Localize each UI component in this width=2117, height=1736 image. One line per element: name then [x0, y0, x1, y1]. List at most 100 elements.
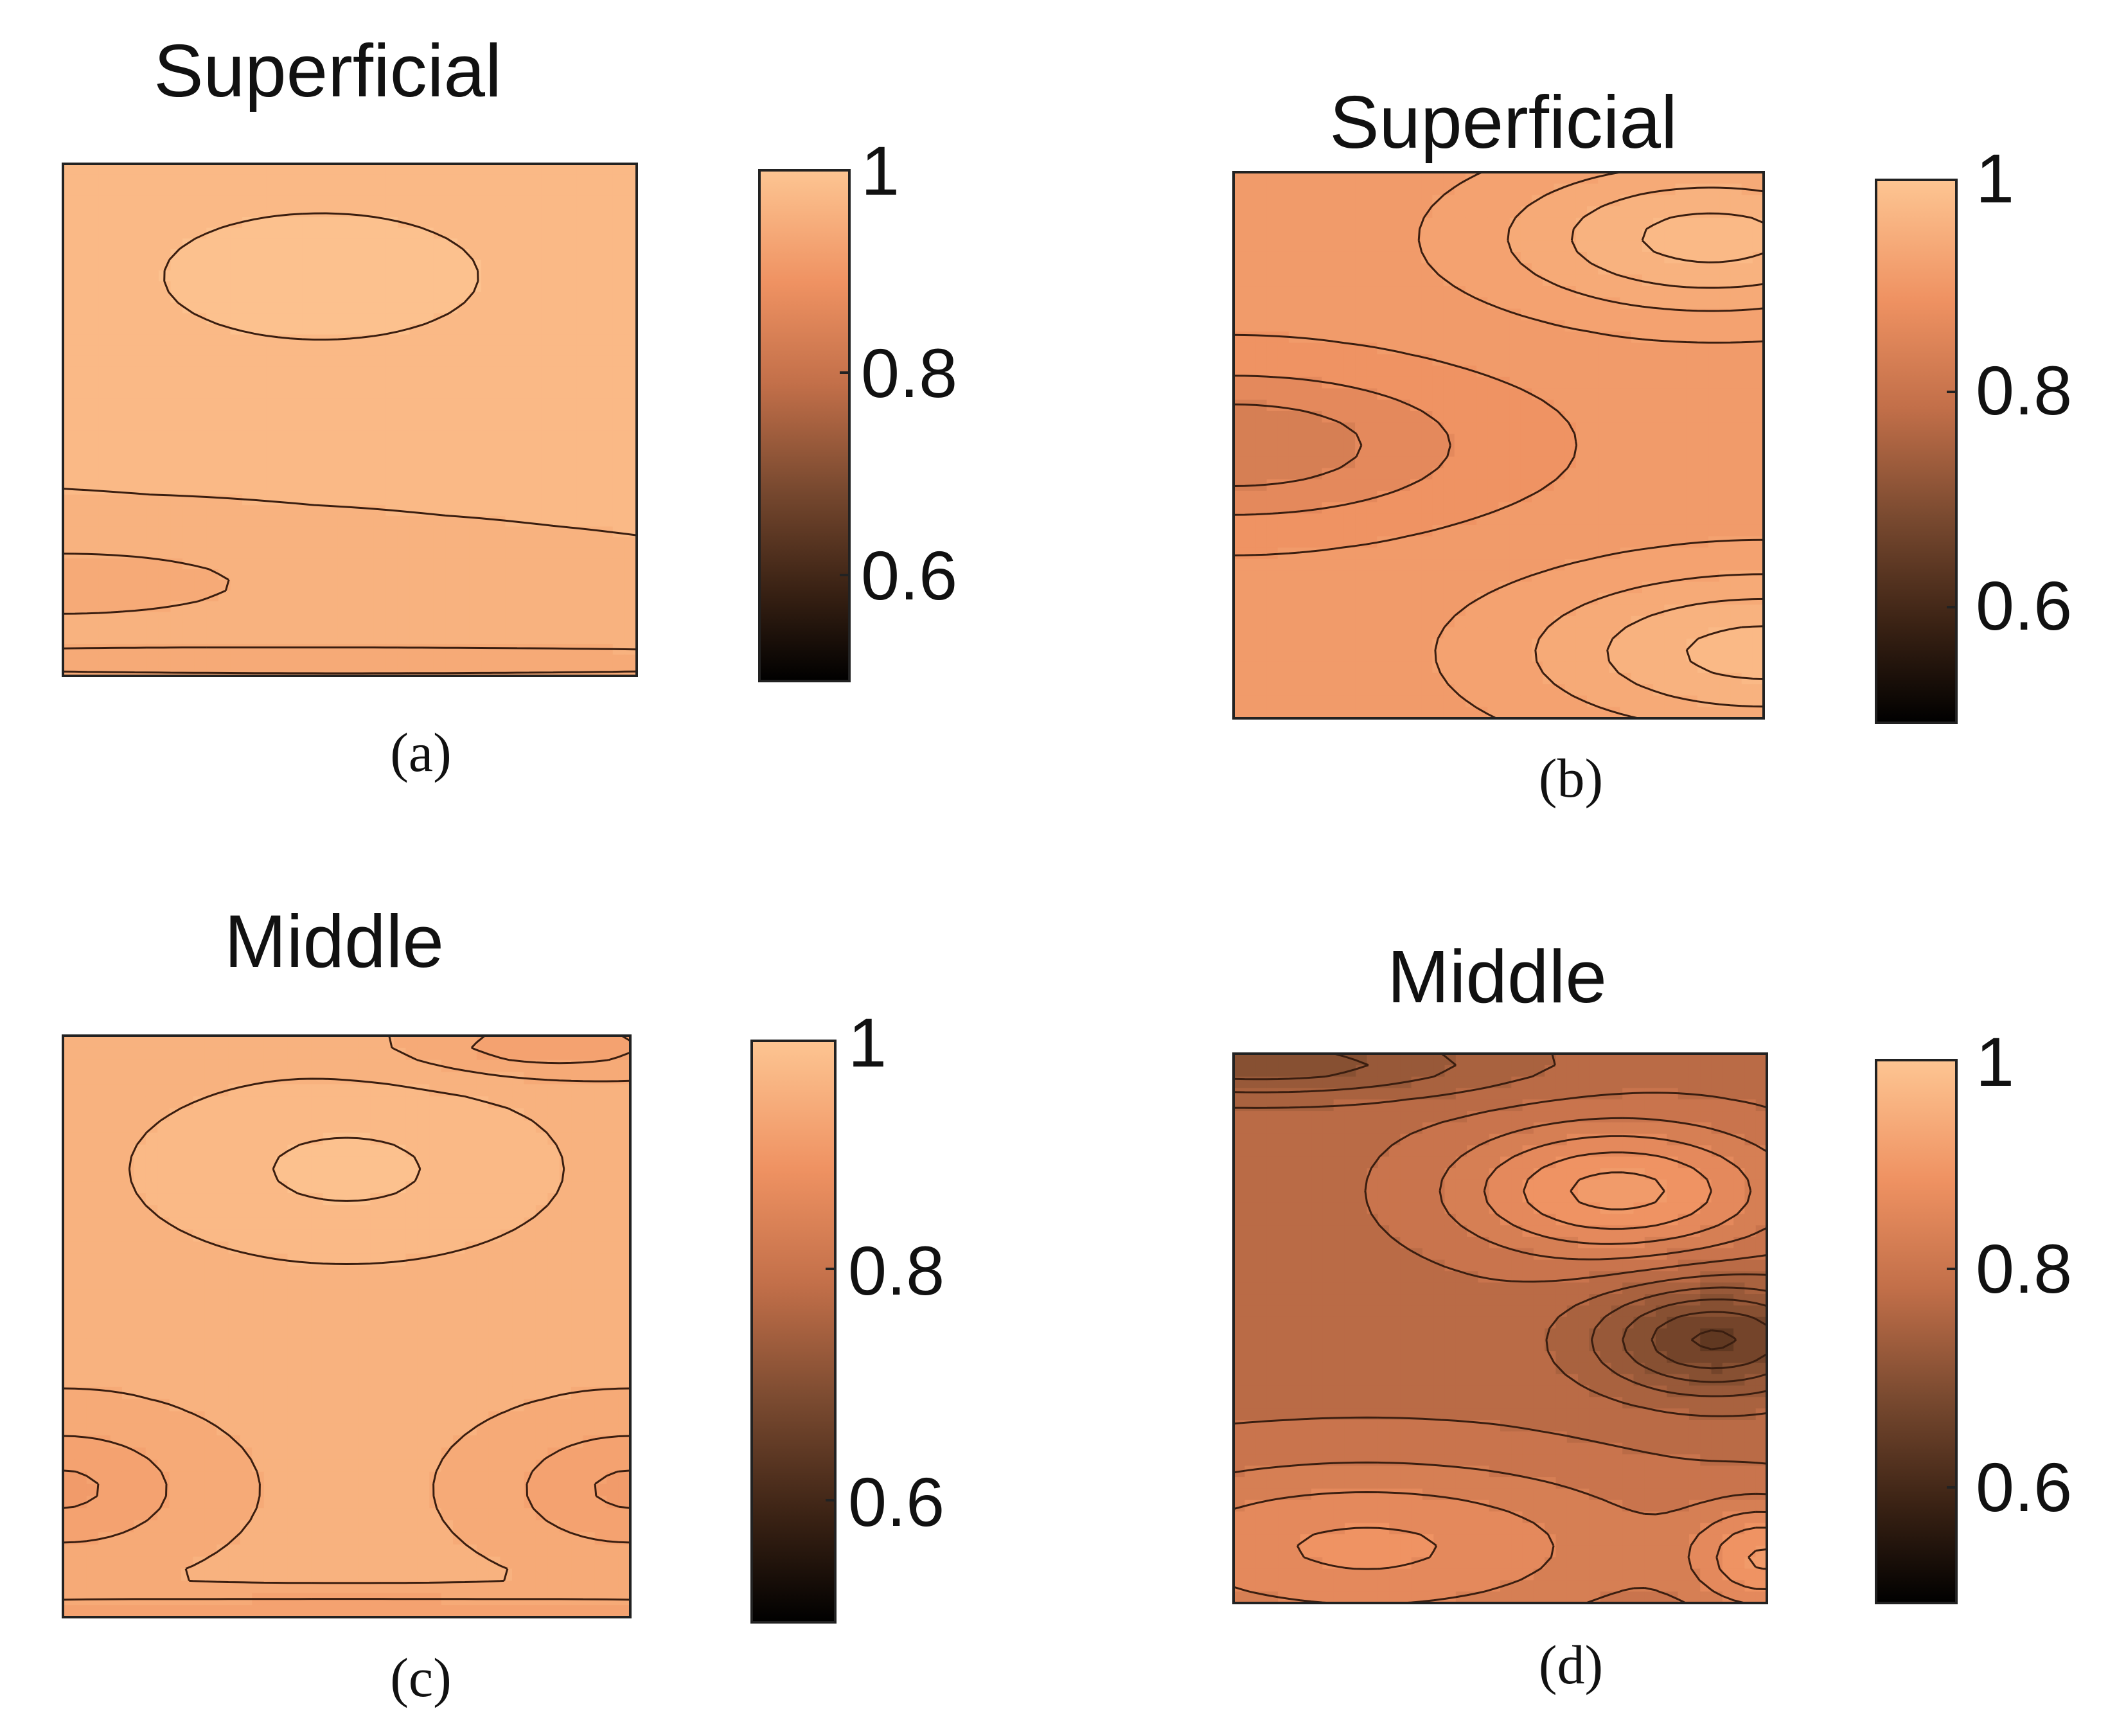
- contour-cell: [170, 484, 183, 495]
- contour-cell: [1520, 229, 1532, 242]
- contour-cell: [445, 366, 458, 378]
- contour-cell: [1366, 616, 1378, 628]
- contour-cell: [170, 281, 183, 293]
- contour-cell: [218, 537, 231, 549]
- contour-cell: [517, 644, 530, 655]
- contour-cell: [576, 398, 590, 410]
- contour-cell: [218, 387, 231, 400]
- contour-cell: [1410, 456, 1422, 469]
- contour-cell: [512, 1047, 525, 1061]
- contour-cell: [1421, 388, 1433, 401]
- contour-cell: [1234, 581, 1246, 594]
- contour-cell: [1234, 286, 1246, 298]
- contour-cell: [535, 1096, 549, 1110]
- contour-cell: [1266, 195, 1279, 208]
- contour-cell: [1234, 684, 1246, 696]
- contour-cell: [589, 473, 602, 485]
- contour-cell: [1498, 172, 1510, 184]
- contour-cell: [589, 409, 602, 421]
- contour-cell: [1598, 354, 1610, 366]
- contour-cell: [350, 494, 362, 506]
- contour-cell: [1377, 376, 1389, 389]
- contour-cell: [157, 1120, 170, 1133]
- contour-cell: [1487, 217, 1500, 230]
- contour-cell: [1520, 468, 1532, 481]
- contour-cell: [1234, 297, 1246, 310]
- contour-cell: [1245, 547, 1257, 560]
- contour-cell: [612, 654, 626, 666]
- panel-a-contour-plot: [62, 164, 637, 677]
- contour-cell: [505, 452, 518, 463]
- contour-cell: [1708, 251, 1721, 264]
- contour-cell: [624, 601, 637, 613]
- contour-cell: [314, 238, 327, 250]
- contour-cell: [553, 622, 566, 634]
- contour-cell: [1454, 434, 1466, 446]
- contour-cell: [1311, 445, 1323, 457]
- contour-cell: [1266, 593, 1279, 605]
- contour-cell: [553, 345, 566, 357]
- contour-cell: [1741, 468, 1753, 481]
- contour-cell: [350, 547, 362, 560]
- contour-cell: [134, 270, 148, 282]
- contour-cell: [1575, 524, 1588, 537]
- contour-cell: [218, 377, 231, 389]
- contour-cell: [1322, 434, 1334, 446]
- contour-cell: [1741, 388, 1753, 401]
- contour-cell: [385, 164, 398, 175]
- contour-cell: [206, 260, 219, 271]
- contour-cell: [230, 515, 243, 527]
- contour-cell: [1277, 581, 1289, 594]
- contour-cell: [553, 387, 566, 400]
- contour-cell: [121, 1036, 135, 1049]
- contour-cell: [1487, 456, 1500, 469]
- contour-cell: [1520, 172, 1532, 184]
- contour-cell: [1686, 354, 1698, 366]
- contour-cell: [1454, 684, 1466, 696]
- contour-cell: [612, 547, 626, 560]
- contour-cell: [421, 366, 434, 378]
- contour-cell: [397, 420, 411, 431]
- contour-cell: [194, 249, 208, 261]
- contour-cell: [157, 1059, 170, 1073]
- contour-cell: [601, 622, 614, 634]
- contour-cell: [337, 537, 351, 549]
- contour-cell: [98, 217, 112, 229]
- contour-cell: [111, 334, 123, 346]
- contour-cell: [565, 281, 578, 293]
- contour-cell: [1752, 627, 1764, 639]
- contour-line: [1233, 333, 1578, 556]
- contour-cell: [218, 227, 231, 240]
- contour-cell: [63, 249, 76, 261]
- contour-cell: [1432, 650, 1444, 662]
- contour-cell: [1554, 524, 1566, 537]
- contour-cell: [1255, 411, 1268, 423]
- contour-cell: [1266, 661, 1279, 674]
- contour-cell: [1333, 172, 1345, 184]
- contour-cell: [481, 217, 494, 229]
- contour-cell: [1399, 388, 1411, 401]
- contour-cell: [123, 654, 136, 666]
- contour-cell: [1476, 422, 1489, 435]
- contour-cell: [1532, 445, 1544, 457]
- contour-cell: [505, 420, 518, 431]
- contour-cell: [350, 185, 362, 197]
- contour-cell: [1366, 661, 1378, 674]
- contour-cell: [409, 441, 423, 453]
- contour-cell: [254, 430, 267, 442]
- contour-cell: [457, 590, 470, 602]
- contour-cell: [541, 281, 554, 293]
- contour-cell: [576, 387, 590, 400]
- contour-cell: [601, 227, 614, 240]
- contour-cell: [469, 452, 483, 463]
- panel-b-colorbar-tick: 0.8: [1976, 351, 2072, 429]
- contour-cell: [1311, 456, 1323, 469]
- contour-cell: [1454, 661, 1466, 674]
- contour-cell: [194, 377, 208, 389]
- contour-cell: [111, 633, 123, 645]
- contour-cell: [337, 547, 351, 560]
- contour-cell: [63, 227, 76, 240]
- contour-cell: [589, 377, 602, 389]
- contour-cell: [1377, 229, 1389, 242]
- contour-cell: [1587, 627, 1599, 639]
